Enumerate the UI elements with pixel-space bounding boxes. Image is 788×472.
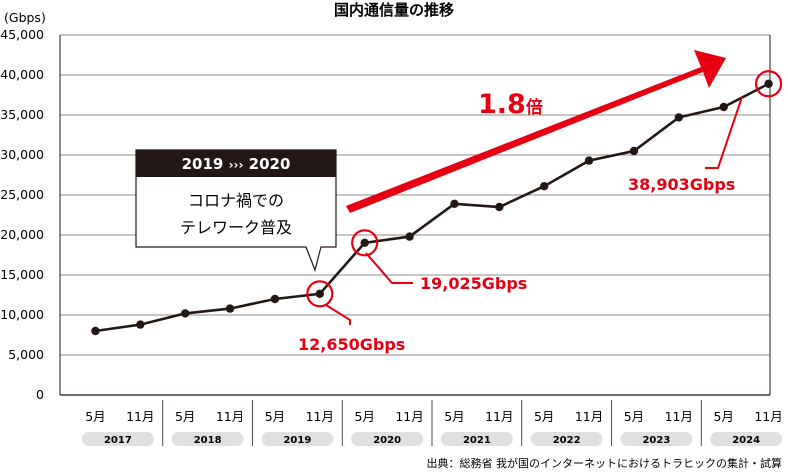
year-badge (710, 432, 783, 446)
year-badge (81, 432, 154, 446)
x-axis-labels: 5月 11月 5月 11月 5月 11月 5月 11月 5月 11月 5月 11月 5月 11月 5月 11月 (85, 409, 783, 424)
highlights: 12,650Gbps 19,025Gbps 38,903Gbps (298, 70, 783, 354)
callout-header-text: 2019 ››› 2020 (182, 155, 291, 173)
data-point (270, 294, 280, 304)
x-tick-label: 11月 (126, 409, 154, 424)
y-tick-label: 0 (36, 387, 44, 402)
data-point (450, 199, 459, 208)
x-tick-label: 11月 (665, 409, 693, 424)
y-tick-label: 30,000 (0, 147, 44, 162)
trend-number: 1.8 (478, 89, 526, 120)
y-tick-label: 35,000 (0, 107, 44, 122)
highlight-circle (754, 70, 783, 98)
x-tick-label: 5月 (85, 409, 105, 424)
x-tick-label: 11月 (754, 409, 782, 424)
trend-label: 1.8倍 (478, 89, 543, 120)
year-badge (530, 432, 603, 446)
callout-to-year: 2020 (249, 155, 291, 173)
callout-line-1: コロナ禍での (188, 191, 284, 210)
data-point (360, 238, 369, 247)
year-badge (351, 432, 424, 446)
data-point (136, 320, 145, 329)
y-unit-label: (Gbps) (4, 10, 46, 25)
data-point (180, 309, 190, 318)
data-point (629, 146, 639, 156)
callout-header (136, 150, 336, 177)
year-badge (620, 432, 693, 446)
year-label: 2017 (104, 435, 132, 446)
y-tick-label: 10,000 (0, 307, 44, 322)
x-tick-label: 11月 (575, 409, 603, 424)
x-tick-label: 11月 (485, 409, 513, 424)
x-tick-label: 11月 (216, 409, 244, 424)
series-line (91, 79, 773, 336)
year-label: 2022 (553, 435, 581, 446)
y-tick-label: 15,000 (0, 267, 44, 282)
highlight-leader (705, 96, 743, 169)
x-tick-label: 11月 (395, 409, 423, 424)
callout-line-2: テレワーク普及 (180, 218, 292, 237)
highlight-leader (365, 252, 413, 284)
x-tick-label: 5月 (354, 409, 374, 424)
data-point (225, 304, 235, 313)
data-point (584, 156, 594, 165)
data-point (315, 289, 325, 298)
y-tick-label: 25,000 (0, 187, 44, 202)
year-badge (261, 432, 334, 446)
year-label: 2019 (283, 435, 311, 446)
y-axis-ticks: 0 5,000 10,000 15,000 20,000 25,000 30,000 35,0… (0, 27, 44, 402)
x-tick-label: 5月 (175, 409, 195, 424)
year-label: 2023 (642, 435, 670, 446)
data-point (539, 182, 549, 191)
y-tick-label: 20,000 (0, 227, 44, 242)
trend-suffix: 倍 (526, 97, 543, 118)
highlight-label: 12,650Gbps (298, 335, 405, 354)
covid-callout: 2019 ››› 2020 コロナ禍での テレワーク普及 (135, 149, 337, 272)
highlight-label: 38,903Gbps (628, 175, 735, 194)
series-polyline (95, 82, 770, 333)
x-tick-label: 5月 (624, 409, 644, 424)
year-label: 2021 (463, 435, 491, 446)
data-point (91, 326, 100, 336)
x-tick-label: 5月 (444, 409, 464, 424)
year-badge (171, 432, 244, 446)
chart-title: 国内通信量の推移 (334, 1, 454, 19)
x-tick-label: 5月 (713, 409, 733, 424)
year-label: 2024 (732, 435, 760, 446)
data-point (719, 102, 728, 112)
x-tick-label: 5月 (534, 409, 554, 424)
data-point (405, 232, 414, 241)
trend-arrow-shape (346, 50, 726, 213)
year-label: 2018 (194, 435, 222, 446)
data-point (674, 113, 684, 122)
year-badge (440, 432, 513, 446)
highlight-circle (351, 229, 379, 257)
y-tick-label: 5,000 (8, 347, 44, 362)
year-label: 2020 (373, 435, 401, 446)
highlight-circle (306, 280, 334, 308)
y-tick-label: 45,000 (0, 27, 44, 42)
y-tick-label: 40,000 (0, 67, 44, 82)
highlight-leader (325, 304, 351, 325)
callout-from-year: 2019 (182, 155, 224, 173)
trend-arrow (346, 50, 726, 213)
callout-arrows: ››› (229, 158, 244, 172)
data-point (495, 202, 504, 212)
source-note: 出典：総務省 我が国のインターネットにおけるトラヒックの集計・試算 (427, 456, 783, 470)
year-labels: 2017 2018 2019 2020 2021 2022 2023 2024 (81, 400, 783, 446)
highlight-label: 19,025Gbps (420, 274, 527, 293)
data-point (764, 79, 773, 88)
x-tick-label: 11月 (306, 409, 334, 424)
x-tick-label: 5月 (265, 409, 285, 424)
